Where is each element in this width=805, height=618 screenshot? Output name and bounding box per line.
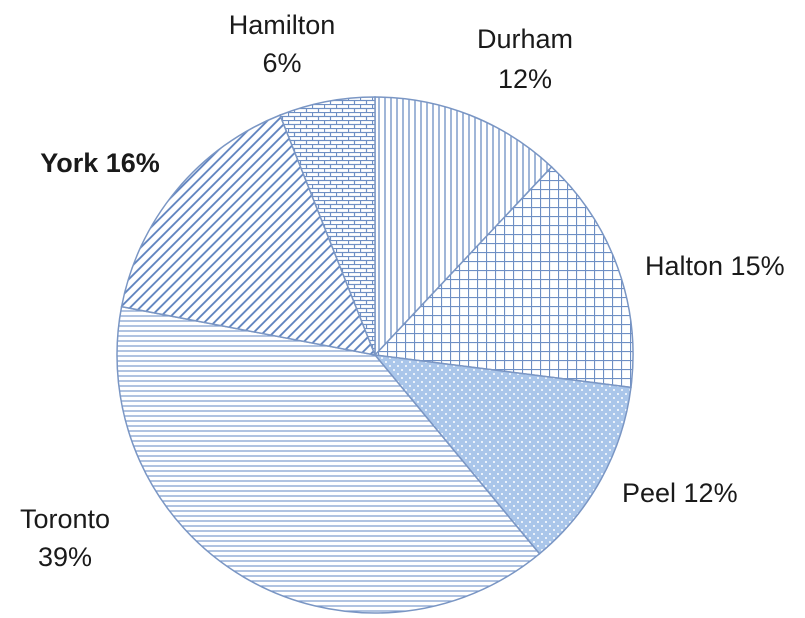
label-durham: Durham 12%	[477, 24, 573, 94]
label-toronto-line-2: 39%	[38, 542, 92, 572]
pie-slice-halton	[373, 165, 634, 389]
label-peel: Peel 12%	[622, 478, 738, 508]
label-hamilton: Hamilton 6%	[229, 10, 336, 78]
label-peel-line-1: Peel 12%	[622, 478, 738, 508]
pie-slice-york	[120, 114, 377, 356]
label-durham-line-2: 12%	[498, 64, 552, 94]
pie-slice-toronto	[116, 305, 541, 614]
label-york: York 16%	[40, 148, 160, 178]
label-hamilton-line-2: 6%	[262, 48, 301, 78]
label-durham-line-1: Durham	[477, 24, 573, 54]
pie-slice-peel	[373, 354, 632, 555]
pie-slice-hamilton	[279, 96, 376, 356]
pie-labels: Durham 12% Halton 15% Peel 12% Toronto 39% Yor…	[20, 10, 785, 572]
pie-slice-durham	[374, 96, 553, 357]
label-york-line-1: York 16%	[40, 148, 160, 178]
label-toronto: Toronto 39%	[20, 504, 110, 572]
label-toronto-line-1: Toronto	[20, 504, 110, 534]
label-halton-line-1: Halton 15%	[645, 251, 785, 281]
label-halton: Halton 15%	[645, 251, 785, 281]
pie-slices	[116, 96, 634, 614]
label-hamilton-line-1: Hamilton	[229, 10, 336, 40]
